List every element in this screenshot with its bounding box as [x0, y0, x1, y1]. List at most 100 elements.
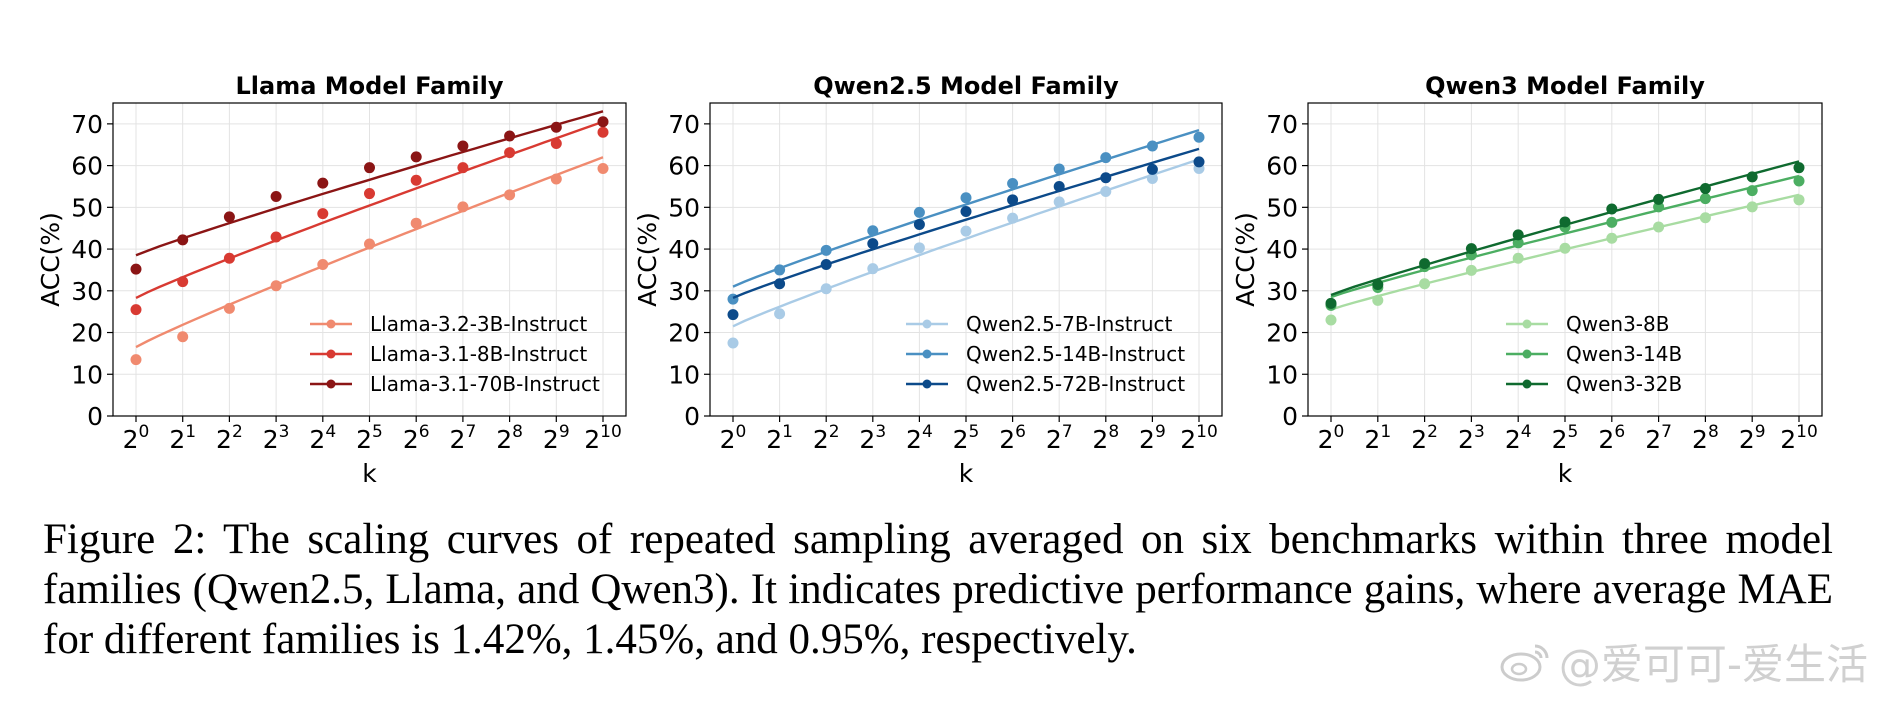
- y-axis-label: ACC(%): [36, 212, 65, 307]
- y-axis-label: ACC(%): [1231, 212, 1260, 307]
- x-tick-label: 28: [496, 422, 523, 454]
- fit-line: [1330, 174, 1800, 299]
- data-point: [504, 130, 516, 142]
- chart-title: Qwen2.5 Model Family: [813, 72, 1119, 100]
- x-tick-label: 29: [543, 422, 570, 454]
- series-1: [130, 156, 609, 366]
- data-point: [410, 217, 422, 229]
- data-point: [223, 302, 235, 314]
- series-3: [727, 147, 1205, 321]
- series-2: [130, 120, 609, 316]
- data-point: [504, 147, 516, 159]
- data-point: [960, 225, 972, 237]
- data-point: [550, 173, 562, 185]
- data-point: [1053, 180, 1065, 192]
- y-tick-label: 10: [71, 360, 103, 389]
- fit-line: [135, 110, 604, 257]
- data-point: [774, 308, 786, 320]
- data-point: [1699, 193, 1711, 205]
- x-tick-label: 20: [1318, 422, 1345, 454]
- data-point: [1007, 212, 1019, 224]
- data-point: [1746, 185, 1758, 197]
- data-point: [1699, 212, 1711, 224]
- fit-line: [732, 128, 1200, 288]
- y-tick-label: 40: [71, 235, 103, 264]
- data-point: [1606, 203, 1618, 215]
- fit-line: [732, 158, 1200, 328]
- data-point: [1146, 173, 1158, 185]
- series-3: [130, 110, 609, 275]
- data-point: [1146, 140, 1158, 152]
- x-tick-label: 29: [1139, 422, 1166, 454]
- data-point: [550, 137, 562, 149]
- data-point: [727, 337, 739, 349]
- data-point: [913, 242, 925, 254]
- watermark: @爱可可-爱生活: [1499, 631, 1868, 692]
- data-point: [457, 162, 469, 174]
- data-point: [1746, 171, 1758, 183]
- data-point: [820, 259, 832, 271]
- data-point: [867, 263, 879, 275]
- data-point: [270, 280, 282, 292]
- legend-entry: Llama-3.2-3B-Instruct: [370, 312, 587, 336]
- legend-marker: [922, 379, 932, 389]
- data-point: [1746, 201, 1758, 213]
- x-tick-label: 210: [1780, 422, 1818, 454]
- weibo-logo-icon: [1500, 644, 1549, 681]
- x-tick-label: 23: [859, 422, 886, 454]
- legend-entry: Llama-3.1-8B-Instruct: [370, 342, 587, 366]
- data-point: [913, 218, 925, 230]
- data-point: [1372, 279, 1384, 291]
- data-point: [1793, 175, 1805, 187]
- x-tick-label: 22: [216, 422, 243, 454]
- x-axis-label: k: [1558, 459, 1573, 488]
- legend-marker: [922, 319, 932, 329]
- data-point: [1372, 294, 1384, 306]
- x-tick-label: 22: [1411, 422, 1438, 454]
- y-tick-label: 40: [668, 235, 700, 264]
- data-point: [1100, 172, 1112, 184]
- data-point: [1793, 194, 1805, 206]
- figure-caption: Figure 2: The scaling curves of repeated…: [43, 516, 1833, 663]
- data-point: [550, 121, 562, 133]
- y-tick-label: 20: [668, 319, 700, 348]
- fit-line: [732, 147, 1200, 300]
- watermark-text: @爱可可-爱生活: [1558, 640, 1868, 689]
- x-tick-label: 26: [999, 422, 1026, 454]
- x-tick-label: 24: [906, 422, 933, 454]
- y-tick-label: 50: [71, 193, 103, 222]
- x-tick-label: 29: [1739, 422, 1766, 454]
- data-point: [410, 174, 422, 186]
- fit-line: [135, 120, 604, 299]
- x-tick-label: 25: [1552, 422, 1579, 454]
- data-point: [364, 162, 375, 174]
- data-point: [177, 276, 189, 288]
- data-point: [1559, 216, 1571, 228]
- data-point: [177, 234, 189, 246]
- data-point: [774, 278, 786, 290]
- x-tick-label: 26: [1598, 422, 1625, 454]
- data-point: [1653, 193, 1665, 205]
- y-tick-label: 10: [668, 360, 700, 389]
- legend-marker: [1522, 379, 1532, 389]
- data-point: [1699, 183, 1711, 195]
- y-tick-label: 70: [668, 110, 700, 139]
- x-tick-label: 27: [450, 422, 477, 454]
- x-tick-label: 23: [1458, 422, 1485, 454]
- legend-marker: [1522, 319, 1532, 329]
- x-tick-label: 25: [356, 422, 383, 454]
- data-point: [913, 206, 925, 218]
- data-point: [1512, 237, 1524, 249]
- data-point: [364, 188, 375, 200]
- series-1: [1325, 193, 1805, 326]
- x-tick-label: 210: [584, 422, 622, 454]
- x-tick-label: 21: [1364, 422, 1391, 454]
- chart-panel-3: 0 10 20 30 40 50 60 70 20 21 22 23 24 25 26 27 28 29 210 k A…: [1231, 72, 1823, 488]
- y-tick-label: 0: [1282, 402, 1298, 431]
- data-point: [270, 231, 282, 243]
- x-tick-label: 21: [169, 422, 196, 454]
- x-tick-label: 22: [813, 422, 840, 454]
- data-point: [317, 177, 329, 189]
- data-point: [1007, 194, 1019, 206]
- data-point: [1512, 252, 1524, 264]
